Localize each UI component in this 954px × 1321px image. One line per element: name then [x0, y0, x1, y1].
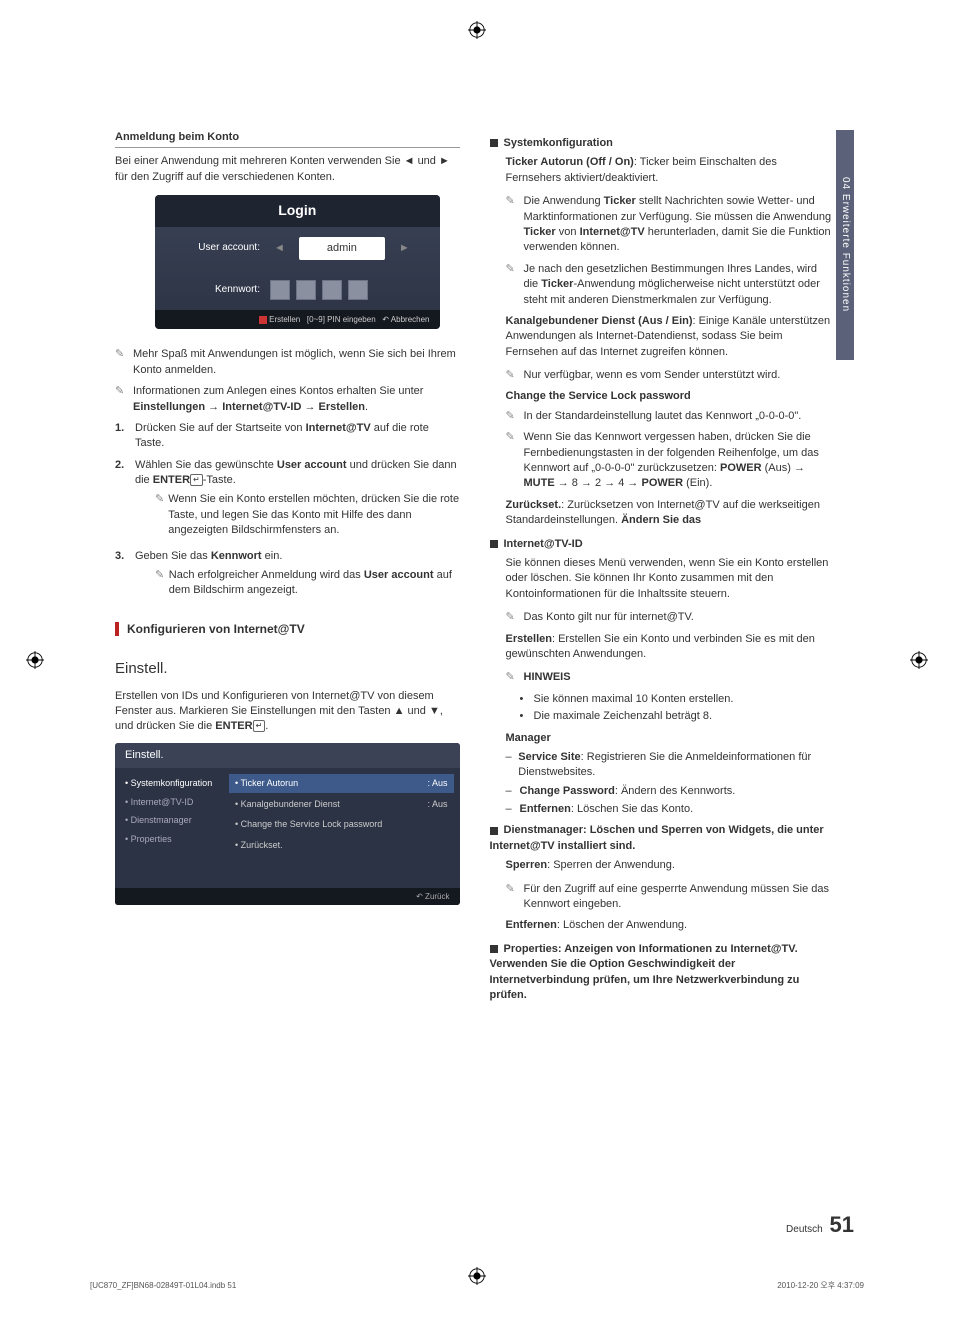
- heading-change-pw: Change the Service Lock password: [506, 389, 835, 404]
- login-password-label: Kennwort:: [175, 283, 260, 297]
- heading-anmeldung: Anmeldung beim Konto: [115, 130, 460, 148]
- note-icon: ✎: [506, 882, 520, 913]
- settings-item-ticker[interactable]: • Ticker Autorun: Aus: [229, 774, 454, 793]
- text-ticker-autorun: Ticker Autorun (Off / On): Ticker beim E…: [506, 155, 835, 186]
- heading-dienstmanager: Dienstmanager: Löschen und Sperren von W…: [490, 823, 835, 854]
- settings-footer: ↶ Zurück: [115, 888, 460, 905]
- enter-icon: ↵: [253, 720, 266, 732]
- manager-entfernen: –Entfernen: Löschen Sie das Konto.: [506, 802, 835, 817]
- settings-item-kanal[interactable]: • Kanalgebundener Dienst: Aus: [229, 795, 454, 814]
- step-2-subnote: Wenn Sie ein Konto erstellen möchten, dr…: [168, 492, 459, 538]
- print-metadata: [UC870_ZF]BN68-02849T-01L04.indb 51 2010…: [90, 1280, 864, 1291]
- note-icon: ✎: [506, 430, 520, 492]
- settings-title: Einstell.: [115, 743, 460, 768]
- steps-list: 1. Drücken Sie auf der Startseite von In…: [115, 421, 460, 603]
- text-entfernen: Entfernen: Löschen der Anwendung.: [506, 918, 835, 933]
- login-user-label: User account:: [175, 241, 260, 255]
- settings-item-chpw[interactable]: • Change the Service Lock password: [229, 815, 454, 834]
- manager-change-password: –Change Password: Ändern des Kennworts.: [506, 784, 835, 799]
- login-footer: Erstellen [0~9] PIN eingeben ↶ Abbrechen: [155, 310, 440, 329]
- heading-itvid: Internet@TV-ID: [490, 537, 835, 552]
- heading-einstell: Einstell.: [115, 658, 460, 679]
- footer-lang: Deutsch: [786, 1224, 823, 1235]
- page-footer: Deutsch 51: [786, 1210, 854, 1241]
- note-sperren: Für den Zugriff auf eine gesperrte Anwen…: [524, 882, 835, 913]
- enter-icon: ↵: [190, 474, 203, 486]
- note-icon: ✎: [506, 194, 520, 256]
- text-kanal: Kanalgebundener Dienst (Aus / Ein): Eini…: [506, 314, 835, 360]
- note-icon: ✎: [115, 347, 129, 378]
- settings-dialog: Einstell. • Systemkonfiguration • Intern…: [115, 743, 460, 906]
- note-default-pw: In der Standardeinstellung lautet das Ke…: [524, 409, 835, 424]
- sidebar-item-itvid[interactable]: • Internet@TV-ID: [121, 793, 221, 812]
- note-icon: ✎: [506, 670, 520, 685]
- manager-service-site: –Service Site: Registrieren Sie die Anme…: [506, 750, 835, 781]
- hinweis-bullet-2: •Die maximale Zeichenzahl beträgt 8.: [520, 709, 835, 724]
- login-title: Login: [155, 195, 440, 227]
- sidebar-item-properties[interactable]: • Properties: [121, 830, 221, 849]
- page-number: 51: [830, 1212, 854, 1237]
- login-footer-create[interactable]: Erstellen: [269, 315, 300, 324]
- text-erstellen: Erstellen: Erstellen Sie ein Konto und v…: [506, 632, 835, 663]
- step-3: 3. Geben Sie das Kennwort ein. ✎ Nach er…: [115, 549, 460, 603]
- note-reset-pw: Wenn Sie das Kennwort vergessen haben, d…: [524, 430, 835, 492]
- note-icon: ✎: [506, 368, 520, 383]
- note-icon: ✎: [155, 492, 164, 538]
- red-a-icon: [259, 316, 267, 324]
- text-anmeldung-intro: Bei einer Anwendung mit mehreren Konten …: [115, 154, 460, 185]
- login-footer-cancel[interactable]: Abbrechen: [391, 315, 430, 324]
- arrow-left-icon[interactable]: ◄: [270, 241, 289, 256]
- text-einstell-intro: Erstellen von IDs und Konfigurieren von …: [115, 689, 460, 735]
- heading-properties: Properties: Anzeigen von Informationen z…: [490, 942, 835, 1004]
- note-icon: ✎: [155, 568, 165, 599]
- login-user-value[interactable]: admin: [299, 237, 385, 260]
- note-icon: ✎: [506, 262, 520, 308]
- settings-main: • Ticker Autorun: Aus • Kanalgebundener …: [229, 774, 454, 882]
- left-column: Anmeldung beim Konto Bei einer Anwendung…: [115, 130, 460, 1007]
- pin-box[interactable]: [296, 280, 316, 300]
- note-ticker-2: Je nach den gesetzlichen Bestimmungen Ih…: [524, 262, 835, 308]
- text-sperren: Sperren: Sperren der Anwendung.: [506, 858, 835, 873]
- hinweis-heading: HINWEIS: [524, 670, 835, 685]
- red-bar-icon: [115, 622, 119, 636]
- arrow-right-icon[interactable]: ►: [395, 241, 414, 256]
- note-itvid-only: Das Konto gilt nur für internet@TV.: [524, 610, 835, 625]
- note-icon: ✎: [115, 384, 129, 415]
- note-ticker-1: Die Anwendung Ticker stellt Nachrichten …: [524, 194, 835, 256]
- pin-box[interactable]: [322, 280, 342, 300]
- pin-box[interactable]: [270, 280, 290, 300]
- print-meta-file: [UC870_ZF]BN68-02849T-01L04.indb 51: [90, 1280, 236, 1291]
- note-kanal: Nur verfügbar, wenn es vom Sender unters…: [524, 368, 835, 383]
- sidebar-item-syskonfig[interactable]: • Systemkonfiguration: [121, 774, 221, 793]
- note-create-account: Informationen zum Anlegen eines Kontos e…: [133, 384, 460, 415]
- step-2: 2. Wählen Sie das gewünschte User accoun…: [115, 458, 460, 543]
- note-icon: ✎: [506, 610, 520, 625]
- right-column: Systemkonfiguration Ticker Autorun (Off …: [490, 130, 855, 1007]
- login-dialog: Login User account: ◄ admin ► Kennwort:: [155, 195, 440, 329]
- settings-sidebar: • Systemkonfiguration • Internet@TV-ID •…: [121, 774, 221, 882]
- heading-manager: Manager: [506, 731, 835, 746]
- settings-item-reset[interactable]: • Zurückset.: [229, 836, 454, 855]
- note-icon: ✎: [506, 409, 520, 424]
- step-3-subnote: Nach erfolgreicher Anmeldung wird das Us…: [169, 568, 460, 599]
- pin-box[interactable]: [348, 280, 368, 300]
- text-itvid-intro: Sie können dieses Menü verwenden, wenn S…: [506, 556, 835, 602]
- heading-konfig: Konfigurieren von Internet@TV: [127, 621, 305, 638]
- hinweis-bullet-1: •Sie können maximal 10 Konten erstellen.: [520, 692, 835, 707]
- heading-syskonfig: Systemkonfiguration: [490, 136, 835, 151]
- print-meta-date: 2010-12-20 오후 4:37:09: [777, 1280, 864, 1291]
- step-1: 1. Drücken Sie auf der Startseite von In…: [115, 421, 460, 452]
- login-footer-pin: [0~9] PIN eingeben: [307, 315, 376, 324]
- text-zurueckset: Zurückset.: Zurücksetzen von Internet@TV…: [506, 498, 835, 529]
- sidebar-item-dienstmanager[interactable]: • Dienstmanager: [121, 811, 221, 830]
- note-more-fun: Mehr Spaß mit Anwendungen ist möglich, w…: [133, 347, 460, 378]
- login-pin-boxes[interactable]: [270, 280, 368, 300]
